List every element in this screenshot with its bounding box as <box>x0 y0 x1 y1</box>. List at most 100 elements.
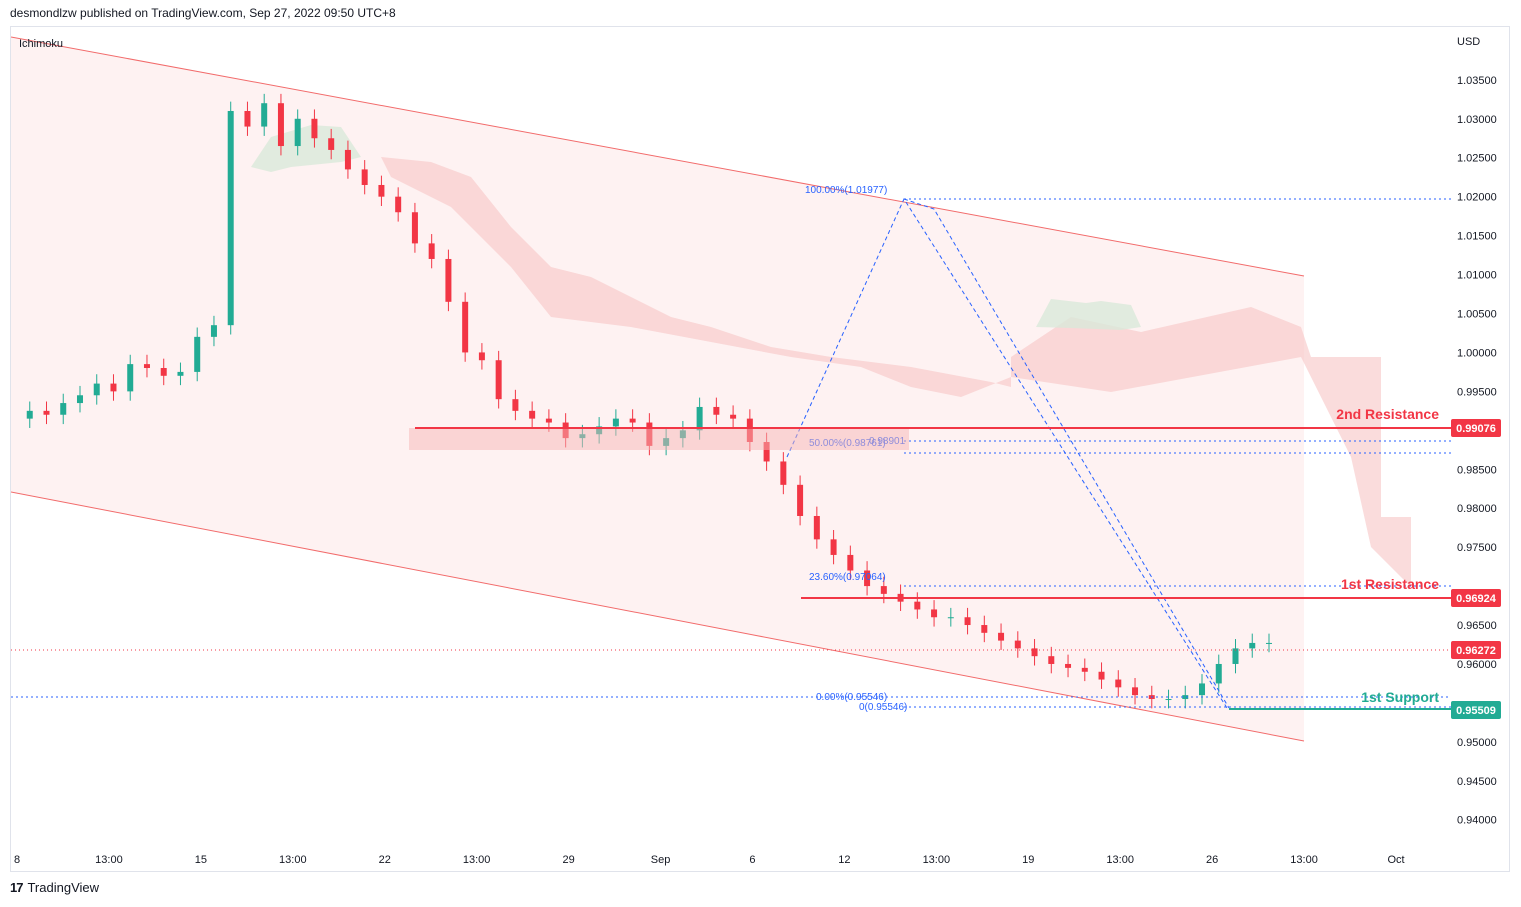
x-tick-label: 13:00 <box>463 854 491 866</box>
x-tick-label: 6 <box>749 854 755 866</box>
candle-body <box>864 570 871 587</box>
fib-100-label: 100.00%(1.01977) <box>805 185 887 196</box>
x-tick-label: 13:00 <box>95 854 123 866</box>
candle-body <box>1048 656 1055 664</box>
y-tick-label: 1.03000 <box>1457 114 1497 126</box>
candle-body <box>43 410 50 415</box>
candle-body <box>1031 648 1038 657</box>
candle-body <box>981 625 988 633</box>
price-chart[interactable]: 1.03500 1.03000 1.02500 1.02000 1.01500 1.010… <box>10 27 1511 873</box>
candle-body <box>495 360 502 400</box>
x-tick-label: Sep <box>651 854 671 866</box>
y-tick-label: 1.03500 <box>1457 75 1497 87</box>
y-tick-label: 1.00000 <box>1457 347 1497 359</box>
price-axis[interactable]: 1.03500 1.03000 1.02500 1.02000 1.01500 1.010… <box>1457 75 1497 827</box>
x-tick-label: 8 <box>14 854 20 866</box>
x-tick-label: 15 <box>195 854 207 866</box>
candle-body <box>1215 663 1222 684</box>
resistance-zone <box>409 428 909 450</box>
channel-upper-line <box>10 36 1305 277</box>
candle-body <box>1098 671 1105 680</box>
candle-body <box>160 368 167 376</box>
candle-body <box>277 103 284 147</box>
candle-body <box>143 364 150 369</box>
candle-body <box>1182 695 1189 700</box>
candle-body <box>328 138 335 150</box>
x-tick-label: 22 <box>379 854 391 866</box>
y-tick-label: 1.01500 <box>1457 231 1497 243</box>
candle-body <box>445 258 452 302</box>
candle-body <box>1065 663 1072 668</box>
y-tick-label: 1.02000 <box>1457 192 1497 204</box>
y-tick-label: 0.96000 <box>1457 659 1497 671</box>
candle-body <box>880 586 887 594</box>
candle-body <box>1132 687 1139 696</box>
candle-body <box>294 118 301 147</box>
currency-label: USD <box>1457 36 1480 48</box>
x-tick-label: 13:00 <box>1106 854 1134 866</box>
y-tick-label: 0.94500 <box>1457 776 1497 788</box>
candle-body <box>395 196 402 213</box>
candle-body <box>1266 642 1272 644</box>
candle-body <box>964 617 971 626</box>
candle-body <box>612 418 619 427</box>
y-tick-label: 0.98000 <box>1457 503 1497 515</box>
candle-body <box>378 184 385 197</box>
svg-text:0.96272: 0.96272 <box>1456 645 1496 657</box>
y-tick-label: 0.96500 <box>1457 620 1497 632</box>
footer-brand[interactable]: 17 TradingView <box>10 880 99 895</box>
candle-body <box>914 601 921 610</box>
candle-body <box>1081 667 1088 672</box>
candle-body <box>210 325 217 337</box>
candle-body <box>813 515 820 540</box>
candle-body <box>730 414 737 419</box>
candle-body <box>545 418 552 423</box>
candle-body <box>344 149 351 170</box>
candle-body <box>110 383 117 392</box>
price-tag-first-support: 0.95509 <box>1451 701 1501 719</box>
x-tick-label: 12 <box>838 854 850 866</box>
tradingview-logo-icon: 17 <box>10 880 24 895</box>
candle-body <box>1199 683 1206 696</box>
candle-body <box>1165 699 1172 701</box>
first-resistance-label: 1st Resistance <box>1341 576 1439 592</box>
channel-fill <box>11 37 1304 741</box>
publish-header: desmondlzw published on TradingView.com,… <box>10 6 396 20</box>
candle-body <box>60 403 67 415</box>
price-tag-last: 0.96272 <box>1451 641 1501 659</box>
time-axis[interactable]: 8 13:00 15 13:00 22 13:00 29 Sep 6 12 13:00 19 13:00… <box>14 854 1405 866</box>
y-tick-label: 1.02500 <box>1457 153 1497 165</box>
y-tick-label: 0.98500 <box>1457 464 1497 476</box>
fib-trend-line-2 <box>903 198 1230 709</box>
candle-body <box>931 609 938 618</box>
candle-body <box>411 212 418 244</box>
x-tick-label: 19 <box>1022 854 1034 866</box>
candle-body <box>1249 642 1256 649</box>
y-tick-label: 1.01000 <box>1457 270 1497 282</box>
fib-0b-label: 0(0.95546) <box>859 702 907 713</box>
candle-body <box>713 406 720 415</box>
candle-body <box>478 352 485 361</box>
x-tick-label: 13:00 <box>279 854 307 866</box>
x-tick-label: 13:00 <box>1290 854 1318 866</box>
price-tag-first-resistance: 0.96924 <box>1451 589 1501 607</box>
candle-body <box>947 617 954 619</box>
candle-body <box>1232 648 1239 664</box>
channel-lower-line <box>10 491 1305 742</box>
second-resistance-label: 2nd Resistance <box>1336 406 1439 422</box>
indicator-label[interactable]: Ichimoku <box>19 38 63 50</box>
candle-body <box>428 243 435 259</box>
svg-text:0.96924: 0.96924 <box>1456 593 1497 605</box>
candle-body <box>763 442 770 462</box>
fib-236-label: 23.60%(0.97064) <box>809 572 886 583</box>
brand-name: TradingView <box>27 880 100 895</box>
y-tick-label: 0.95000 <box>1457 737 1497 749</box>
candle-body <box>26 410 33 419</box>
x-tick-label: 26 <box>1206 854 1218 866</box>
candle-body <box>1115 679 1122 688</box>
x-tick-label: 29 <box>562 854 574 866</box>
candle-body <box>194 336 201 372</box>
candle-body <box>76 395 83 404</box>
candle-body <box>797 484 804 516</box>
ichimoku-cloud-red <box>381 157 1411 587</box>
